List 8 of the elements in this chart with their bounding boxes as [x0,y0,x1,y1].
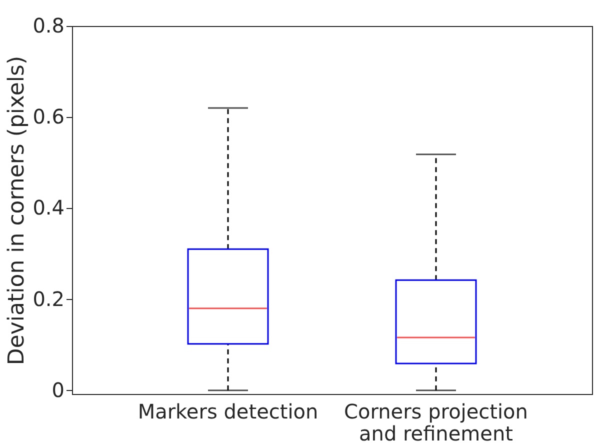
y-tick-label: 0.2 [32,286,64,311]
y-tick-label: 0.4 [32,196,64,220]
y-axis-title: Deviation in corners (pixels) [4,56,30,366]
y-tick-label: 0 [52,378,64,402]
y-tick-label: 0.6 [32,104,64,129]
y-tick-label: 0.8 [32,14,64,38]
x-tick-label: Corners projection and refinement [344,400,528,443]
x-tick-label: Markers detection [138,400,318,424]
